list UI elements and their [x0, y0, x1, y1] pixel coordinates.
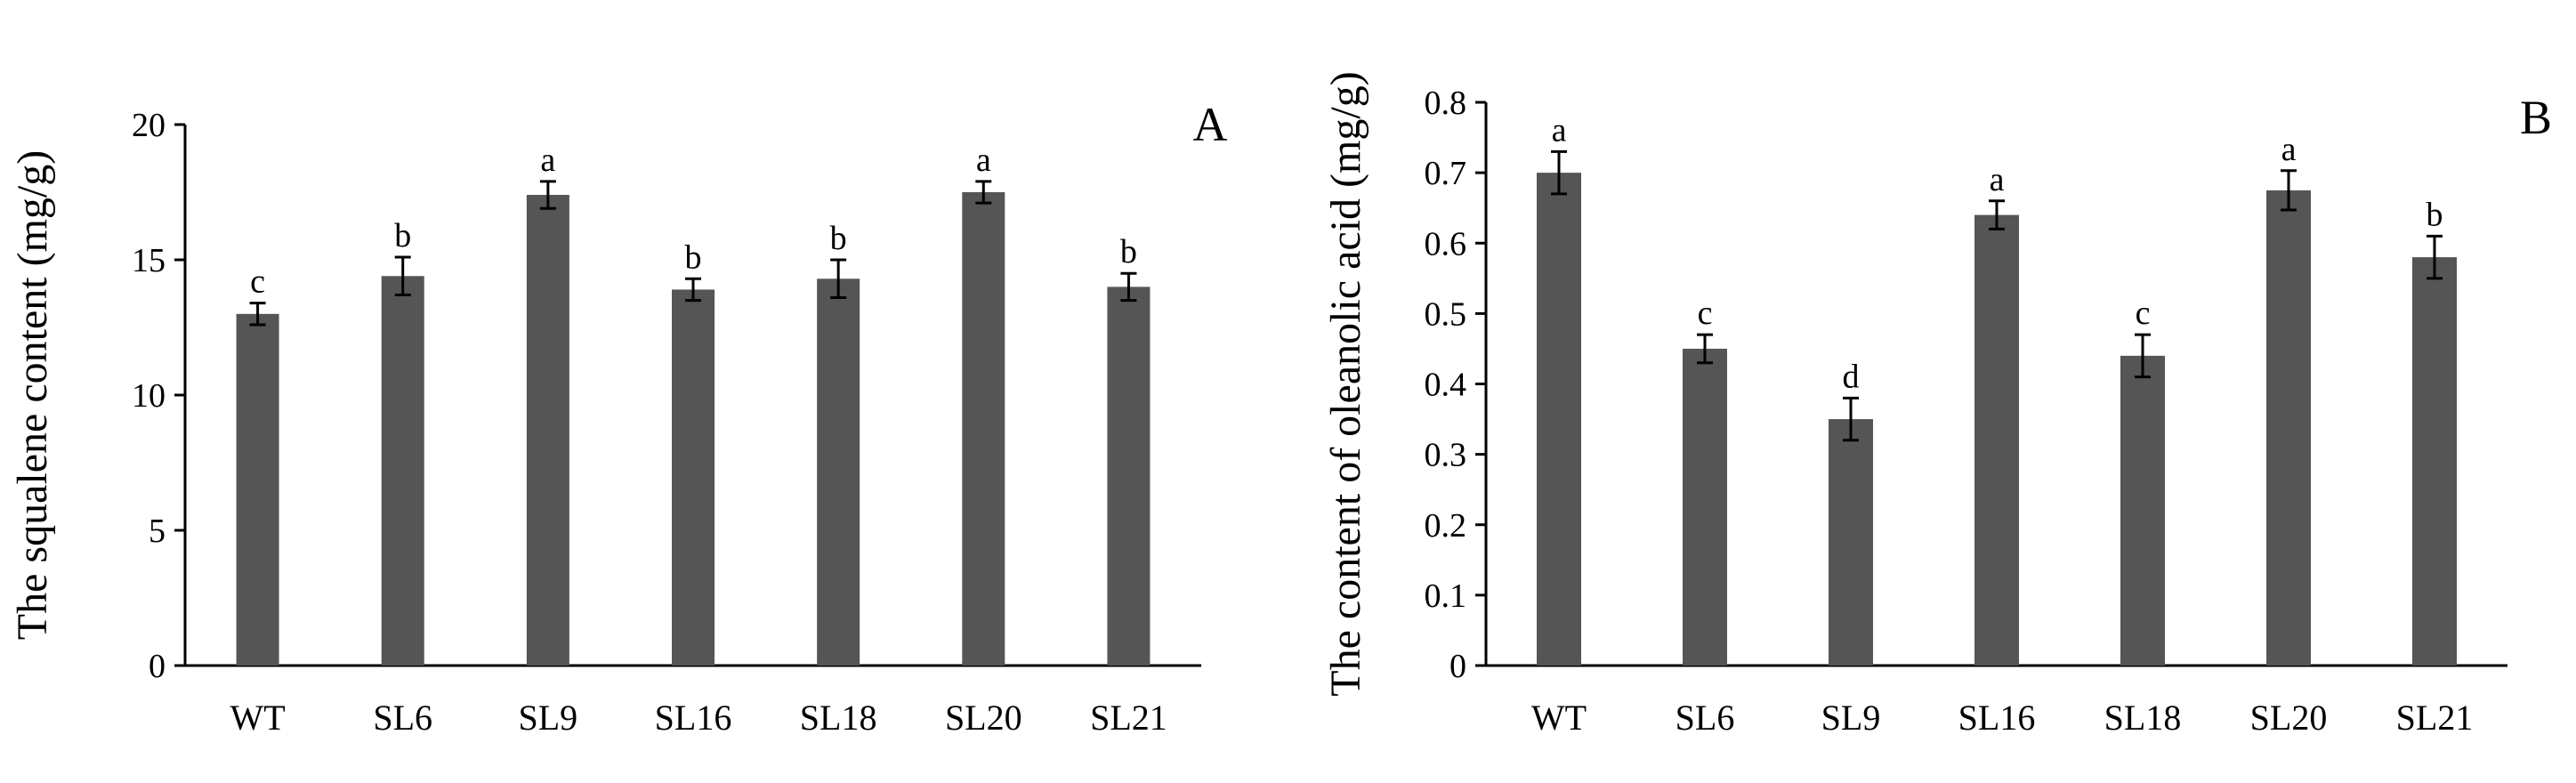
significance-letter: b — [2427, 196, 2443, 233]
y-tick-label: 0 — [1450, 648, 1466, 685]
significance-letter: a — [1990, 161, 2005, 198]
y-tick-label: 15 — [132, 242, 166, 279]
y-tick-label: 0.3 — [1425, 437, 1467, 474]
x-tick-label: SL21 — [2396, 698, 2474, 738]
error-bar-sl20 — [975, 180, 992, 205]
y-tick-label: 0.4 — [1425, 367, 1467, 404]
x-tick-label: SL16 — [655, 698, 732, 738]
error-bar-wt — [1551, 149, 1567, 196]
error-bar-sl20 — [2281, 169, 2297, 212]
error-bar-sl18 — [830, 258, 847, 300]
bar-sl6 — [381, 276, 424, 666]
x-tick-label: SL21 — [1090, 698, 1167, 738]
y-tick-label: 0.1 — [1425, 577, 1467, 615]
bar-sl16 — [1974, 214, 2019, 666]
significance-letter: d — [1843, 358, 1860, 395]
panel-label: A — [1193, 98, 1228, 151]
bar-wt — [236, 313, 279, 666]
error-bar-sl9 — [539, 180, 556, 210]
bar-sl21 — [1107, 287, 1151, 666]
x-tick-label: WT — [230, 698, 285, 738]
bar-sl20 — [962, 192, 1005, 666]
error-bar-sl9 — [1843, 396, 1859, 442]
error-bar-wt — [249, 302, 266, 327]
y-tick-label: 5 — [149, 513, 166, 550]
error-bar-sl18 — [2135, 333, 2151, 379]
x-tick-label: SL20 — [945, 698, 1022, 738]
bar-sl6 — [1683, 348, 1727, 666]
x-tick-label: WT — [1531, 698, 1587, 738]
bar-sl9 — [1829, 419, 1873, 666]
bar-sl21 — [2412, 257, 2457, 666]
y-tick-label: 0.6 — [1425, 225, 1467, 262]
chart-panel-a: 0 5 10 15 20 c WT b SL6 a SL9 b SL16 b SL18 a SL20 b SL21 T… — [9, 98, 1228, 738]
error-bar-sl16 — [1989, 199, 2005, 230]
x-tick-label: SL18 — [800, 698, 877, 738]
chart-panel-b: 0 0.1 0.2 0.3 0.4 0.5 0.6 0.7 0.8 a WT c SL6 d SL9 a SL1… — [1322, 71, 2552, 738]
error-bar-sl6 — [1697, 333, 1713, 365]
x-tick-label: SL6 — [373, 698, 432, 738]
error-bar-sl21 — [1120, 271, 1137, 303]
error-bar-sl6 — [394, 255, 411, 297]
significance-letter: a — [1552, 111, 1567, 149]
x-tick-label: SL16 — [1958, 698, 2036, 738]
significance-letter: b — [685, 238, 702, 276]
y-tick-label: 0.2 — [1425, 507, 1467, 545]
bar-sl18 — [817, 278, 860, 666]
x-tick-label: SL20 — [2250, 698, 2328, 738]
y-tick-label: 0 — [149, 648, 166, 685]
y-tick-label: 10 — [132, 377, 166, 415]
significance-letter: c — [1698, 295, 1713, 332]
x-tick-label: SL9 — [519, 698, 578, 738]
significance-letter: b — [394, 217, 411, 254]
significance-letter: a — [976, 141, 991, 179]
x-tick-label: SL9 — [1821, 698, 1881, 738]
bar-wt — [1537, 173, 1581, 666]
error-bar-sl21 — [2427, 234, 2443, 280]
significance-letter: c — [250, 263, 265, 301]
bar-sl20 — [2266, 190, 2311, 666]
bar-sl16 — [672, 289, 715, 666]
y-tick-label: 20 — [132, 107, 166, 144]
significance-letter: b — [1120, 233, 1137, 270]
significance-letter: b — [830, 220, 847, 257]
y-tick-label: 0.8 — [1425, 85, 1467, 122]
y-axis-title: The content of oleanolic acid (mg/g) — [1322, 71, 1369, 696]
y-axis-title: The squalene content (mg/g) — [9, 150, 56, 640]
x-tick-label: SL18 — [2104, 698, 2182, 738]
x-tick-label: SL6 — [1676, 698, 1735, 738]
significance-letter: a — [2281, 131, 2297, 168]
error-bar-sl16 — [685, 277, 701, 303]
panel-label: B — [2520, 91, 2552, 144]
bar-sl18 — [2120, 355, 2165, 666]
significance-letter: a — [540, 141, 555, 179]
bar-sl9 — [526, 195, 569, 666]
y-tick-label: 0.5 — [1425, 295, 1467, 333]
y-tick-label: 0.7 — [1425, 155, 1467, 192]
significance-letter: c — [2136, 295, 2151, 332]
